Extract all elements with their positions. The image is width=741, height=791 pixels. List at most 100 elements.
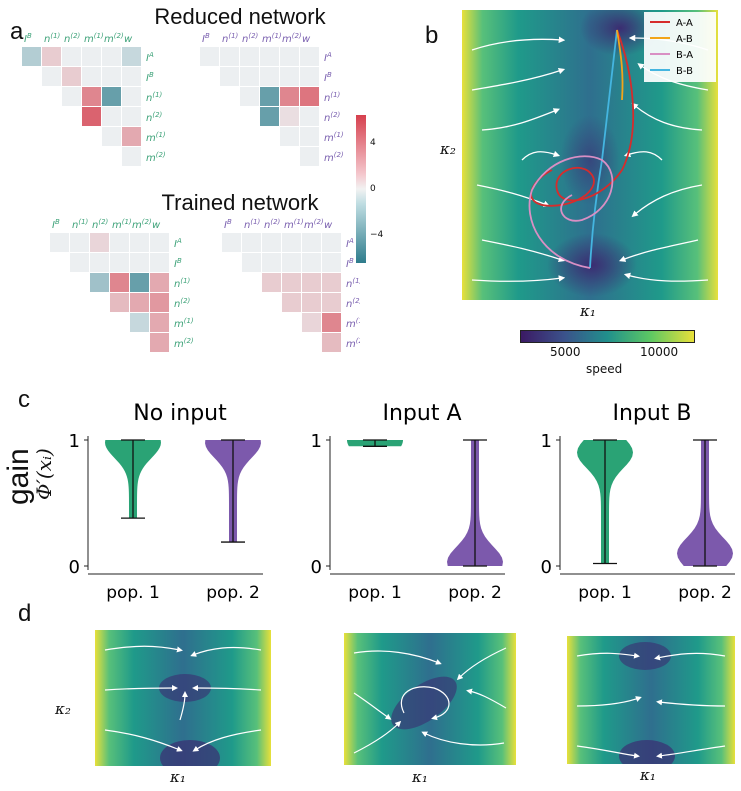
matrix-col-label: n(1) xyxy=(222,32,239,45)
matrix-row-label: m(2) xyxy=(346,337,360,350)
matrix-cell xyxy=(70,233,89,252)
matrix-cell xyxy=(300,47,319,66)
matrix-cell xyxy=(122,67,141,86)
matrix-cell xyxy=(90,273,109,292)
panel-c-letter: c xyxy=(18,386,30,413)
matrix-cell xyxy=(110,273,129,292)
matrix-row-label: IB xyxy=(346,257,354,270)
panel-d-plot-3 xyxy=(567,636,735,764)
matrix-col-label: m(1) xyxy=(112,218,132,231)
matrix-row-label: m(1) xyxy=(346,317,360,330)
matrix-row-label: m(2) xyxy=(174,337,194,350)
panel-d3-xlabel: κ₁ xyxy=(640,766,656,784)
matrix-row-label: m(1) xyxy=(174,317,194,330)
matrix-cell xyxy=(82,67,101,86)
panel-d2-xlabel: κ₁ xyxy=(412,768,428,786)
panel-d-letter: d xyxy=(18,600,32,627)
matrix-cell xyxy=(260,47,279,66)
matrix-cell xyxy=(90,253,109,272)
matrix-col-label: IB xyxy=(24,32,32,45)
matrix-row-label: m(2) xyxy=(324,151,344,164)
matrix-cell xyxy=(280,127,299,146)
matrix-cell xyxy=(322,273,341,292)
violin-category-label: pop. 1 xyxy=(578,583,632,603)
matrix-row-label: IB xyxy=(146,71,154,84)
matrix-cell xyxy=(262,253,281,272)
reduced-network-title: Reduced network xyxy=(154,4,326,29)
matrix-cell xyxy=(122,127,141,146)
panel-d1-xlabel: κ₁ xyxy=(170,768,186,786)
matrix-cell xyxy=(122,107,141,126)
matrix-cell xyxy=(130,313,149,332)
matrix-col-label: m(2) xyxy=(104,32,124,45)
violin-y-tick-label: 0 xyxy=(541,557,552,578)
matrix-cell xyxy=(110,293,129,312)
matrix-cell xyxy=(130,253,149,272)
matrix-row-label: IA xyxy=(324,51,332,64)
matrix-cell xyxy=(82,107,101,126)
legend-b: A-A A-B B-A B-B xyxy=(650,18,693,77)
matrix-cell xyxy=(62,47,81,66)
panel-d-plot-1 xyxy=(95,630,271,766)
matrix-cell xyxy=(282,253,301,272)
matrix-row-label: n(1) xyxy=(174,277,191,290)
matrix-row-label: IA xyxy=(346,237,354,250)
matrix-col-label: IB xyxy=(52,218,60,231)
streamlines-d1 xyxy=(104,645,262,752)
panel-a-letter: a xyxy=(10,18,24,45)
matrix-row-label: IB xyxy=(324,71,332,84)
matrix-cell xyxy=(240,47,259,66)
matrix-cell xyxy=(280,67,299,86)
matrix-cell xyxy=(82,87,101,106)
matrix-col-label: IB xyxy=(224,218,232,231)
matrix-cell xyxy=(322,333,341,352)
matrix-cell xyxy=(150,253,169,272)
panel-d-ylabel: κ₂ xyxy=(55,700,71,718)
speed-tick-10000: 10000 xyxy=(640,345,679,359)
matrix-col-label: m(1) xyxy=(262,32,282,45)
matrix-row-label: m(1) xyxy=(324,131,344,144)
matrix-col-label: n(2) xyxy=(64,32,81,45)
matrix-cell xyxy=(62,67,81,86)
matrix-cell xyxy=(260,107,279,126)
violin-y-tick-label: 1 xyxy=(69,431,80,452)
matrix-cell xyxy=(150,273,169,292)
matrix-cell xyxy=(240,67,259,86)
violin-category-label: pop. 1 xyxy=(348,583,402,603)
matrix-cell xyxy=(242,233,261,252)
matrix-cell xyxy=(122,87,141,106)
matrix-col-label: IB xyxy=(202,32,210,45)
matrix-cell xyxy=(282,293,301,312)
matrix-cell xyxy=(282,273,301,292)
matrix-cell xyxy=(110,233,129,252)
matrix-col-label: n(2) xyxy=(264,218,281,231)
matrix-cell xyxy=(150,233,169,252)
matrix-cell xyxy=(22,47,41,66)
matrix-cell xyxy=(300,107,319,126)
violin-y-tick-label: 1 xyxy=(311,431,322,452)
speed-label: speed xyxy=(586,362,623,376)
matrix-cell xyxy=(50,233,69,252)
matrix-cell xyxy=(200,47,219,66)
matrix-cell xyxy=(102,87,121,106)
matrix-cell xyxy=(150,333,169,352)
matrix-row-label: m(1) xyxy=(146,131,166,144)
trajectory-a-b xyxy=(616,29,624,101)
matrix-row-label: IB xyxy=(174,257,182,270)
matrix-cell xyxy=(300,87,319,106)
matrix-cell xyxy=(300,147,319,166)
speed-tick-5000: 5000 xyxy=(550,345,581,359)
matrix-cell xyxy=(280,47,299,66)
matrix-cell xyxy=(130,233,149,252)
violin-y-tick-label: 1 xyxy=(541,431,552,452)
matrix-cell xyxy=(300,67,319,86)
matrix-row-label: IA xyxy=(174,237,182,250)
matrix-row-label: n(1) xyxy=(146,91,163,104)
matrix-cell xyxy=(102,47,121,66)
matrix-row-label: n(1) xyxy=(346,277,360,290)
trajectory-a-a xyxy=(530,29,635,207)
matrix-col-label: n(1) xyxy=(72,218,89,231)
